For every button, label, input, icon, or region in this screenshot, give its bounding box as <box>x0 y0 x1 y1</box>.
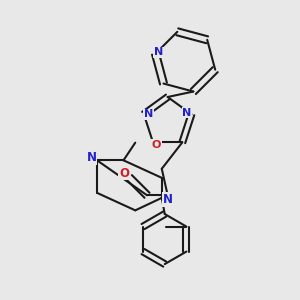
Text: N: N <box>87 151 97 164</box>
Text: N: N <box>154 47 163 57</box>
Text: N: N <box>182 108 192 118</box>
Text: O: O <box>119 167 129 180</box>
Text: N: N <box>144 109 153 119</box>
Text: N: N <box>163 193 173 206</box>
Text: O: O <box>152 140 161 150</box>
